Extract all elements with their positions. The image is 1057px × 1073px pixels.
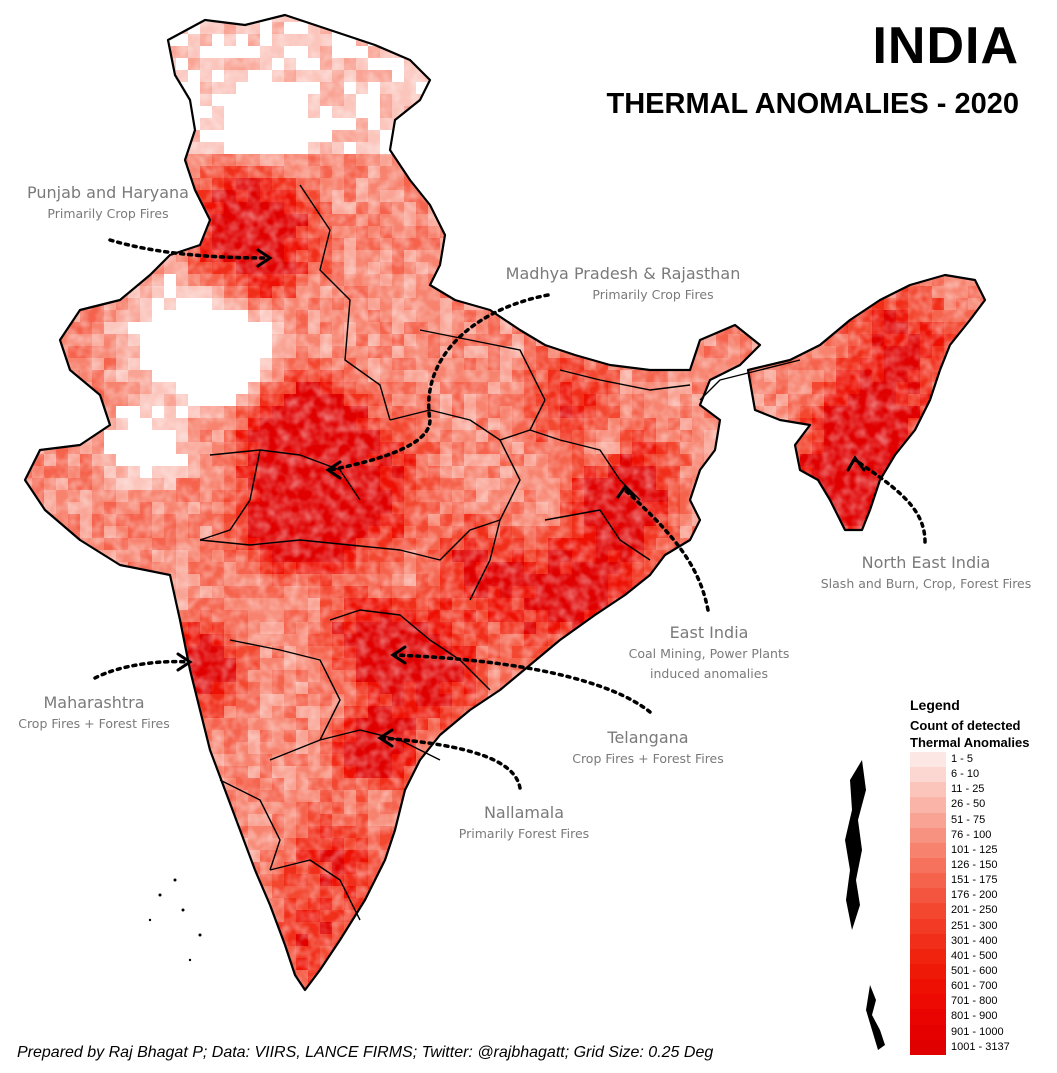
legend-row: 901 - 1000	[910, 1024, 1004, 1040]
legend-swatch	[910, 752, 946, 768]
annotation-telangana: Telangana Crop Fires + Forest Fires	[554, 727, 742, 769]
annotation-arrows	[93, 238, 927, 790]
legend-label: 1 - 5	[951, 753, 974, 765]
legend-label: 76 - 100	[951, 828, 992, 841]
legend-label: 401 - 500	[951, 949, 998, 962]
legend-swatch	[910, 918, 946, 934]
credit-line: Prepared by Raj Bhagat P; Data: VIIRS, L…	[17, 1044, 714, 1061]
legend-row: 176 - 200	[910, 888, 997, 904]
legend-label: 126 - 150	[951, 858, 998, 871]
legend-label: 151 - 175	[951, 874, 998, 887]
legend-classes: 1 - 5 6 - 10 11 - 25 26 - 50 51 - 75 76 - 100…	[910, 752, 1010, 1055]
legend-subtitle-line2: Thermal Anomalies	[910, 735, 1030, 750]
legend-label: 601 - 700	[951, 980, 998, 993]
annotation-title: Punjab and Haryana	[27, 183, 189, 202]
legend-row: 1 - 5	[910, 752, 973, 768]
annotation-nallamala: Nallamala Primarily Forest Fires	[448, 802, 600, 844]
legend-row: 1001 - 3137	[910, 1039, 1010, 1055]
legend-swatch	[910, 767, 946, 783]
legend-swatch	[910, 842, 946, 858]
country-boundary	[23, 13, 987, 992]
legend-label: 51 - 75	[951, 813, 986, 826]
annotation-subtitle: Primarily Forest Fires	[458, 826, 590, 841]
legend-swatch	[910, 873, 946, 889]
legend-row: 801 - 900	[910, 1009, 997, 1025]
legend-swatch	[910, 1024, 946, 1040]
legend-subtitle: Count of detected Thermal Anomalies	[910, 717, 1029, 751]
annotation-subtitle: Slash and Burn, Crop, Forest Fires	[820, 576, 1032, 591]
annotation-title: North East India	[861, 553, 991, 572]
legend-swatch	[910, 888, 946, 904]
legend-label: 101 - 125	[951, 843, 998, 856]
legend-row: 126 - 150	[910, 857, 997, 874]
legend-label: 801 - 900	[951, 1010, 998, 1023]
legend-row: 601 - 700	[910, 979, 997, 995]
legend-row: 101 - 125	[910, 842, 997, 858]
annotation-punjab-haryana: Punjab and Haryana Primarily Crop Fires	[18, 182, 198, 224]
islands	[148, 760, 885, 1050]
arrow-heads	[176, 248, 866, 748]
legend-swatch	[910, 857, 946, 874]
annotation-subtitle: Primarily Crop Fires	[47, 206, 169, 221]
legend-row: 251 - 300	[910, 918, 997, 934]
map-subtitle: THERMAL ANOMALIES - 2020	[606, 88, 1020, 120]
legend-swatch	[910, 812, 946, 828]
legend-label: 1001 - 3137	[951, 1040, 1010, 1053]
legend-label: 251 - 300	[951, 919, 998, 932]
legend-row: 201 - 250	[910, 903, 997, 919]
legend-swatch	[910, 948, 946, 964]
annotation-subtitle: Primarily Crop Fires	[592, 287, 714, 302]
annotation-mp-rajasthan: Madhya Pradesh & Rajasthan Primarily Cro…	[488, 263, 758, 305]
legend-label: 11 - 25	[951, 783, 985, 796]
annotation-east-india: East India Coal Mining, Power Plants ind…	[612, 622, 806, 684]
legend-row: 76 - 100	[910, 827, 991, 843]
legend-swatch	[910, 933, 946, 949]
legend-label: 176 - 200	[951, 889, 998, 902]
annotation-title: East India	[669, 623, 749, 642]
legend-label: 501 - 600	[951, 964, 998, 977]
annotation-title: Maharashtra	[43, 693, 145, 712]
legend-label: 201 - 250	[951, 904, 998, 917]
annotation-title: Telangana	[607, 728, 689, 747]
legend-row: 501 - 600	[910, 963, 997, 980]
legend-subtitle-line1: Count of detected	[910, 718, 1021, 733]
legend-swatch	[910, 782, 946, 798]
legend-row: 701 - 800	[910, 994, 997, 1010]
map-title: INDIA	[872, 17, 1019, 75]
annotation-subtitle: Coal Mining, Power Plants induced anomal…	[628, 646, 790, 681]
annotation-maharashtra: Maharashtra Crop Fires + Forest Fires	[10, 692, 178, 734]
annotation-title: Nallamala	[483, 803, 565, 822]
legend-row: 11 - 25	[910, 782, 984, 798]
legend-row: 301 - 400	[910, 933, 997, 949]
legend-swatch	[910, 797, 946, 813]
legend-row: 401 - 500	[910, 948, 997, 964]
legend-swatch	[910, 994, 946, 1010]
legend-label: 901 - 1000	[951, 1025, 1004, 1038]
legend-swatch	[910, 979, 946, 995]
legend-label: 701 - 800	[951, 995, 998, 1008]
annotation-north-east: North East India Slash and Burn, Crop, F…	[808, 552, 1044, 594]
legend-swatch	[910, 963, 946, 980]
legend-swatch	[910, 1009, 946, 1025]
legend-row: 6 - 10	[910, 767, 979, 783]
legend-swatch	[910, 903, 946, 919]
annotation-subtitle: Crop Fires + Forest Fires	[18, 716, 170, 731]
legend-row: 151 - 175	[910, 873, 997, 889]
legend-title: Legend	[910, 697, 960, 713]
legend-label: 6 - 10	[951, 768, 980, 781]
legend-label: 301 - 400	[951, 934, 998, 947]
annotation-title: Madhya Pradesh & Rajasthan	[505, 264, 741, 283]
legend-row: 26 - 50	[910, 797, 985, 813]
legend-swatch	[910, 1039, 946, 1055]
legend-label: 26 - 50	[951, 798, 986, 811]
legend-swatch	[910, 827, 946, 843]
annotation-subtitle: Crop Fires + Forest Fires	[572, 751, 724, 766]
legend-row: 51 - 75	[910, 812, 985, 828]
